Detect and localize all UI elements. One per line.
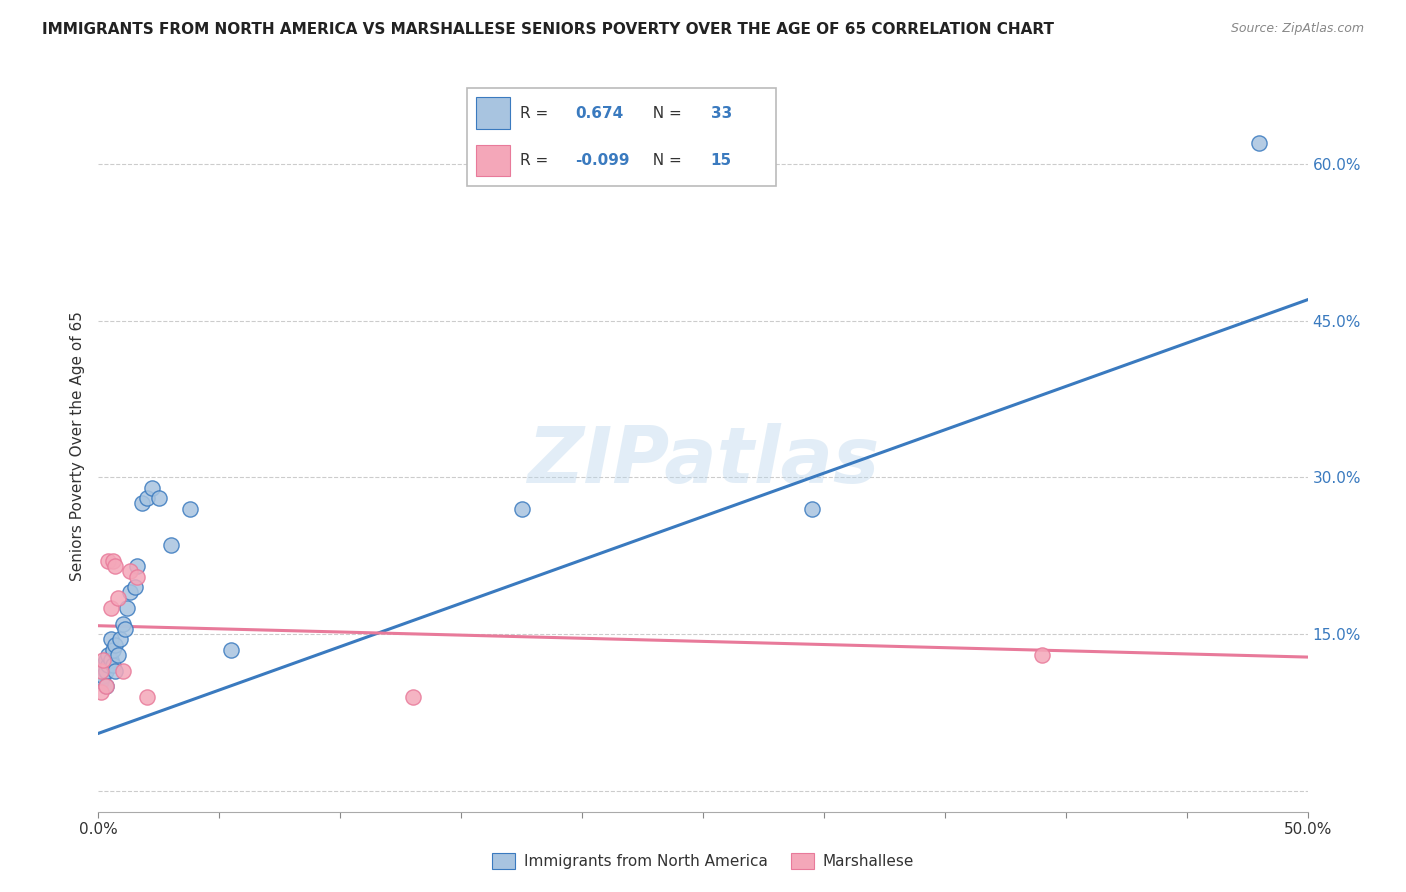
Point (107, 591, 129, 605)
Point (160, 538, 183, 552)
Point (141, 481, 163, 495)
Point (108, 632, 131, 647)
Point (90, 664, 112, 678)
Point (94, 679, 117, 693)
Point (91, 653, 114, 667)
Point (104, 559, 127, 574)
Point (104, 664, 127, 678)
Point (135, 491, 157, 506)
Point (135, 690, 157, 704)
Point (131, 496, 153, 510)
Point (148, 491, 170, 506)
Point (97, 658, 120, 673)
Text: ZIPatlas: ZIPatlas (527, 423, 879, 499)
Point (118, 585, 141, 599)
Point (1249, 136, 1271, 150)
Point (100, 653, 122, 667)
Point (94, 664, 117, 678)
Text: IMMIGRANTS FROM NORTH AMERICA VS MARSHALLESE SENIORS POVERTY OVER THE AGE OF 65 : IMMIGRANTS FROM NORTH AMERICA VS MARSHAL… (42, 22, 1054, 37)
Point (127, 569, 149, 583)
Legend: Immigrants from North America, Marshallese: Immigrants from North America, Marshalle… (485, 847, 921, 875)
Point (100, 632, 122, 647)
Point (100, 601, 122, 615)
Point (114, 622, 136, 636)
Point (127, 559, 149, 574)
Point (90, 664, 112, 678)
Point (97, 648, 120, 662)
Point (179, 501, 201, 516)
Point (101, 658, 124, 673)
Text: Source: ZipAtlas.com: Source: ZipAtlas.com (1230, 22, 1364, 36)
Point (107, 648, 129, 662)
Point (1031, 648, 1053, 662)
Point (90, 684, 112, 698)
Point (124, 580, 146, 594)
Point (402, 690, 425, 704)
Point (91, 658, 114, 673)
Point (94, 679, 117, 693)
Point (101, 642, 124, 657)
Point (90, 674, 112, 689)
Point (91, 669, 114, 683)
Point (104, 638, 127, 652)
Point (101, 554, 124, 568)
Y-axis label: Seniors Poverty Over the Age of 65: Seniors Poverty Over the Age of 65 (69, 311, 84, 581)
Point (94, 653, 117, 667)
Point (97, 554, 120, 568)
Point (118, 565, 141, 579)
Point (800, 501, 823, 516)
Point (111, 664, 134, 678)
Point (510, 501, 533, 516)
Point (221, 642, 243, 657)
Point (111, 616, 134, 631)
Point (117, 601, 139, 615)
